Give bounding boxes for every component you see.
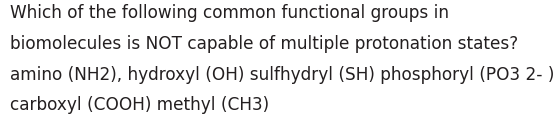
Text: Which of the following common functional groups in: Which of the following common functional… [10,4,449,22]
Text: biomolecules is NOT capable of multiple protonation states?: biomolecules is NOT capable of multiple … [10,35,518,53]
Text: amino (NH2), hydroxyl (OH) sulfhydryl (SH) phosphoryl (PO3 2- ): amino (NH2), hydroxyl (OH) sulfhydryl (S… [10,66,555,84]
Text: carboxyl (COOH) methyl (CH3): carboxyl (COOH) methyl (CH3) [10,96,269,114]
